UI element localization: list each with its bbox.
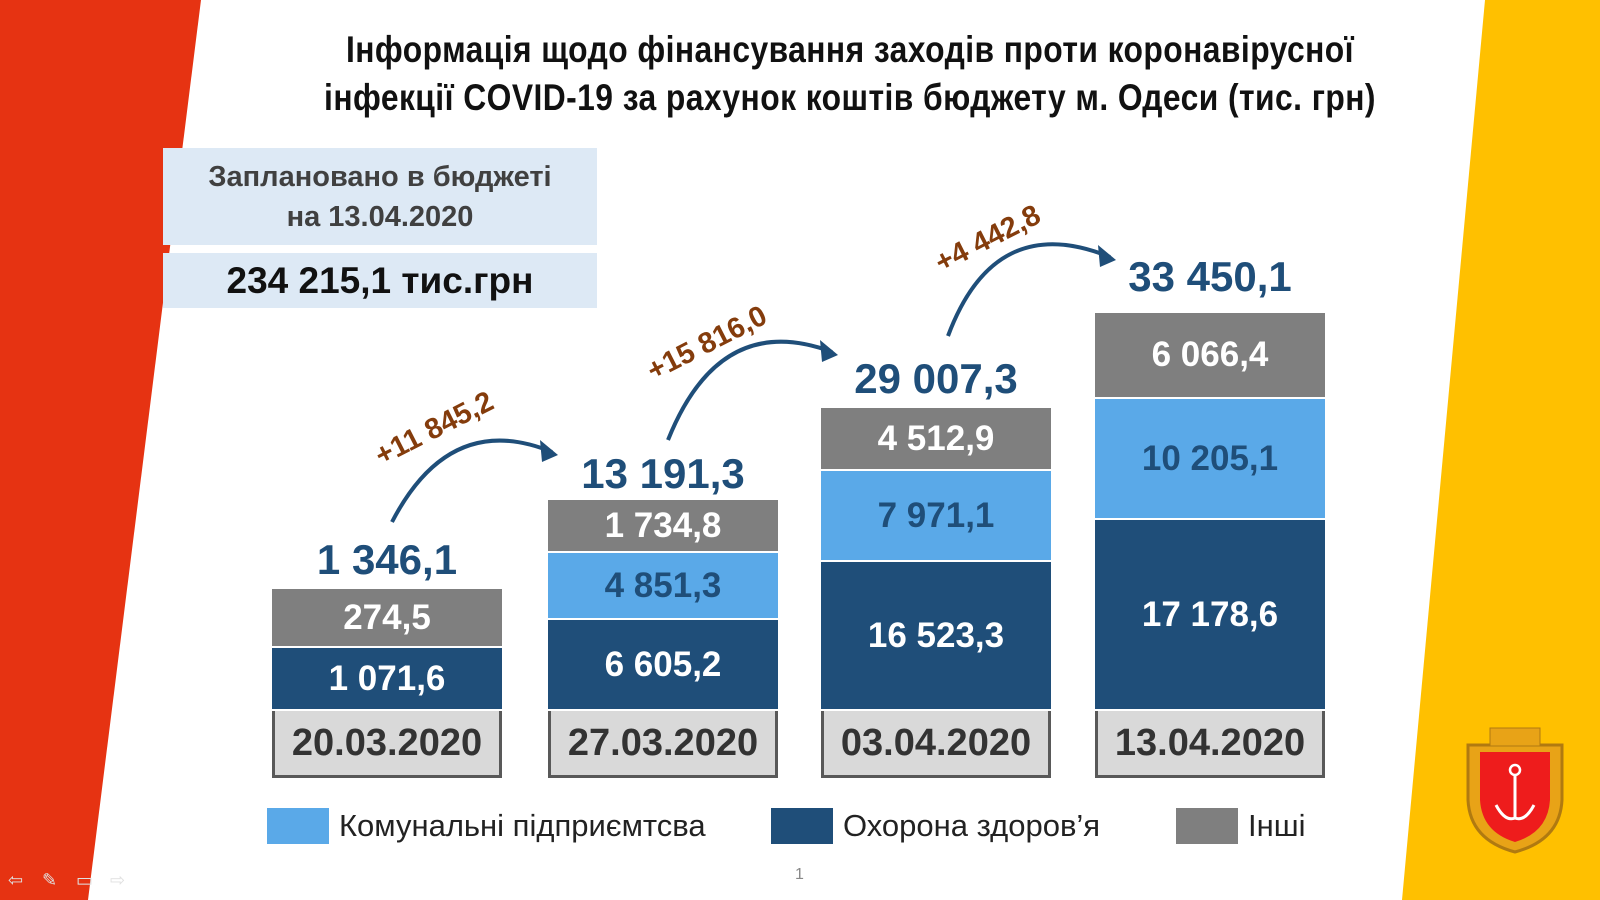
legend-item-health: Охорона здоров’я <box>771 808 1100 844</box>
bar-segment-communal: 7 971,1 <box>821 469 1051 560</box>
plan-label: Заплановано в бюджеті на 13.04.2020 <box>163 148 597 245</box>
red-band <box>0 0 201 900</box>
category-label: 13.04.2020 <box>1095 711 1325 778</box>
legend-label: Охорона здоров’я <box>843 808 1101 843</box>
arrow-1 <box>390 438 553 523</box>
legend-swatch <box>1176 808 1238 844</box>
arrowhead-2 <box>820 340 838 362</box>
legend-swatch <box>267 808 329 844</box>
total-label: 1 346,1 <box>316 536 458 583</box>
bar-13-04: 6 066,4 10 205,1 17 178,6 <box>1095 313 1325 709</box>
bar-segment-health: 16 523,3 <box>821 560 1051 709</box>
legend-swatch <box>771 808 833 844</box>
coat-of-arms-icon <box>1466 727 1564 854</box>
bar-27-03: 1 734,8 4 851,3 6 605,2 <box>548 500 778 709</box>
arrow-3 <box>946 242 1111 337</box>
bar-segment-other: 6 066,4 <box>1095 313 1325 397</box>
total-label: 29 007,3 <box>854 355 1018 402</box>
category-label: 20.03.2020 <box>272 711 502 778</box>
arrow-2 <box>666 339 833 441</box>
page-number: 1 <box>795 866 804 883</box>
yellow-band <box>1402 0 1600 900</box>
legend-item-communal: Комунальні підприємтсва <box>267 808 706 844</box>
legend-label: Комунальні підприємтсва <box>339 808 706 843</box>
bar-segment-health: 1 071,6 <box>272 646 502 709</box>
title-line-2: інфекції COVID-19 за рахунок коштів бюдж… <box>324 77 1376 118</box>
bar-segment-other: 274,5 <box>272 589 502 646</box>
bar-segment-health: 6 605,2 <box>548 618 778 709</box>
total-label: 13 191,3 <box>581 450 745 497</box>
arrowhead-1 <box>540 440 558 462</box>
legend-item-other: Інші <box>1176 808 1306 844</box>
increment-arrows <box>390 242 1111 523</box>
page-title: Інформація щодо фінансування заходів про… <box>274 26 1426 122</box>
bar-segment-communal: 4 851,3 <box>548 551 778 618</box>
pen-icon[interactable]: ✎ <box>42 870 58 890</box>
previous-slide-icon[interactable]: ⇦ <box>8 870 24 890</box>
category-label: 27.03.2020 <box>548 711 778 778</box>
title-line-1: Інформація щодо фінансування заходів про… <box>345 29 1355 70</box>
bar-segment-other: 4 512,9 <box>821 408 1051 469</box>
arrowhead-3 <box>1098 245 1116 267</box>
bar-20-03: 274,5 1 071,6 <box>272 589 502 709</box>
menu-icon[interactable]: ▭ <box>76 870 94 890</box>
plan-value: 234 215,1 тис.грн <box>163 253 597 308</box>
bar-segment-health: 17 178,6 <box>1095 518 1325 709</box>
bar-segment-other: 1 734,8 <box>548 500 778 551</box>
category-label: 03.04.2020 <box>821 711 1051 778</box>
total-label: 33 450,1 <box>1128 253 1292 300</box>
legend-label: Інші <box>1248 808 1306 843</box>
bar-03-04: 4 512,9 7 971,1 16 523,3 <box>821 408 1051 709</box>
bar-segment-communal: 10 205,1 <box>1095 397 1325 518</box>
next-slide-icon[interactable]: ⇨ <box>110 870 126 890</box>
